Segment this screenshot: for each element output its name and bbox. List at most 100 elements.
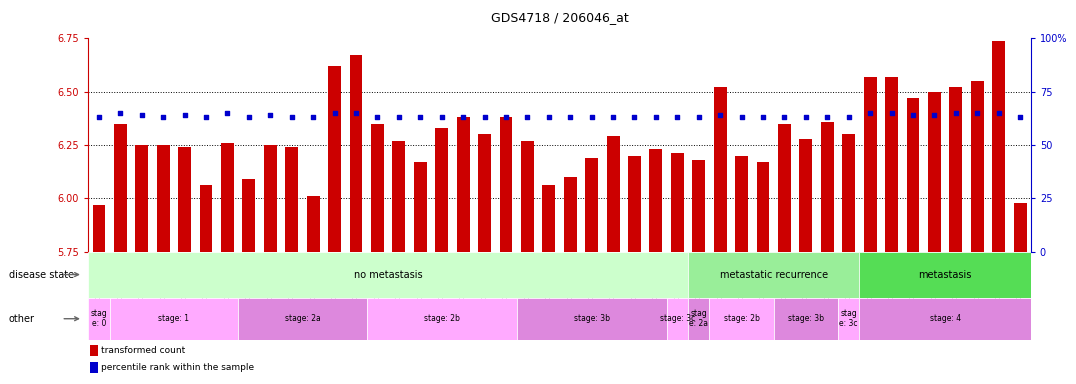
Point xyxy=(155,114,172,120)
Bar xyxy=(114,124,127,252)
Bar xyxy=(709,298,774,340)
Text: metastasis: metastasis xyxy=(919,270,972,280)
Point xyxy=(754,114,771,120)
Point xyxy=(433,114,450,120)
Bar xyxy=(774,298,838,340)
Text: stage: 3c: stage: 3c xyxy=(660,314,695,323)
Text: stage: 2a: stage: 2a xyxy=(284,314,321,323)
Bar xyxy=(264,145,277,252)
Point xyxy=(198,114,215,120)
Point xyxy=(90,114,108,120)
Bar xyxy=(516,298,667,340)
Bar xyxy=(864,77,877,252)
Text: stage: 1: stage: 1 xyxy=(158,314,189,323)
Bar xyxy=(585,158,598,252)
Bar xyxy=(860,298,1031,340)
Point xyxy=(112,110,129,116)
Bar xyxy=(886,77,898,252)
Text: stage: 3b: stage: 3b xyxy=(788,314,824,323)
Text: no metastasis: no metastasis xyxy=(354,270,423,280)
Point xyxy=(412,114,429,120)
Bar xyxy=(928,92,940,252)
Bar xyxy=(799,139,812,252)
Bar xyxy=(367,298,516,340)
Point xyxy=(562,114,579,120)
Text: other: other xyxy=(9,314,34,324)
Bar xyxy=(88,298,110,340)
Text: stage: 3b: stage: 3b xyxy=(574,314,610,323)
Point xyxy=(883,110,901,116)
Point xyxy=(391,114,408,120)
Point xyxy=(133,112,151,118)
Bar xyxy=(650,149,663,252)
Bar xyxy=(90,345,98,356)
Point xyxy=(797,114,815,120)
Point xyxy=(690,114,707,120)
Bar xyxy=(521,141,534,252)
Point xyxy=(348,110,365,116)
Bar xyxy=(688,252,860,298)
Point xyxy=(990,110,1007,116)
Point xyxy=(369,114,386,120)
Point xyxy=(648,114,665,120)
Bar xyxy=(713,88,726,252)
Bar xyxy=(564,177,577,252)
Point xyxy=(904,112,921,118)
Bar xyxy=(371,124,384,252)
Bar xyxy=(93,205,105,252)
Point xyxy=(626,114,643,120)
Point xyxy=(968,110,986,116)
Bar xyxy=(735,156,748,252)
Bar xyxy=(671,154,683,252)
Bar xyxy=(110,298,238,340)
Bar xyxy=(971,81,983,252)
Point xyxy=(283,114,300,120)
Bar xyxy=(821,121,834,252)
Bar xyxy=(238,298,367,340)
Point xyxy=(476,114,493,120)
Bar xyxy=(90,362,98,372)
Text: stage: 2b: stage: 2b xyxy=(424,314,459,323)
Point xyxy=(305,114,322,120)
Text: stage: 2b: stage: 2b xyxy=(724,314,760,323)
Bar xyxy=(778,124,791,252)
Bar xyxy=(607,136,620,252)
Bar xyxy=(157,145,170,252)
Text: percentile rank within the sample: percentile rank within the sample xyxy=(101,363,255,372)
Point xyxy=(218,110,236,116)
Bar xyxy=(843,134,855,252)
Text: GDS4718 / 206046_at: GDS4718 / 206046_at xyxy=(491,12,628,25)
Point xyxy=(540,114,557,120)
Bar xyxy=(949,88,962,252)
Point xyxy=(454,114,471,120)
Text: transformed count: transformed count xyxy=(101,346,186,355)
Bar xyxy=(242,179,255,252)
Bar xyxy=(350,55,363,252)
Bar xyxy=(200,185,212,252)
Bar xyxy=(307,196,320,252)
Bar xyxy=(542,185,555,252)
Text: metastatic recurrence: metastatic recurrence xyxy=(720,270,827,280)
Point xyxy=(947,110,964,116)
Point xyxy=(519,114,536,120)
Point xyxy=(583,114,600,120)
Point xyxy=(733,114,750,120)
Text: stag
e: 0: stag e: 0 xyxy=(90,309,108,328)
Point xyxy=(711,112,728,118)
Text: stag
e: 3c: stag e: 3c xyxy=(839,309,858,328)
Bar xyxy=(667,298,688,340)
Point xyxy=(819,114,836,120)
Bar xyxy=(907,98,919,252)
Bar xyxy=(478,134,491,252)
Point xyxy=(1011,114,1029,120)
Bar xyxy=(456,117,469,252)
Bar xyxy=(328,66,341,252)
Bar xyxy=(860,252,1031,298)
Bar xyxy=(414,162,427,252)
Bar xyxy=(179,147,192,252)
Point xyxy=(862,110,879,116)
Text: disease state: disease state xyxy=(9,270,74,280)
Point xyxy=(840,114,858,120)
Text: stage: 4: stage: 4 xyxy=(930,314,961,323)
Bar xyxy=(88,252,688,298)
